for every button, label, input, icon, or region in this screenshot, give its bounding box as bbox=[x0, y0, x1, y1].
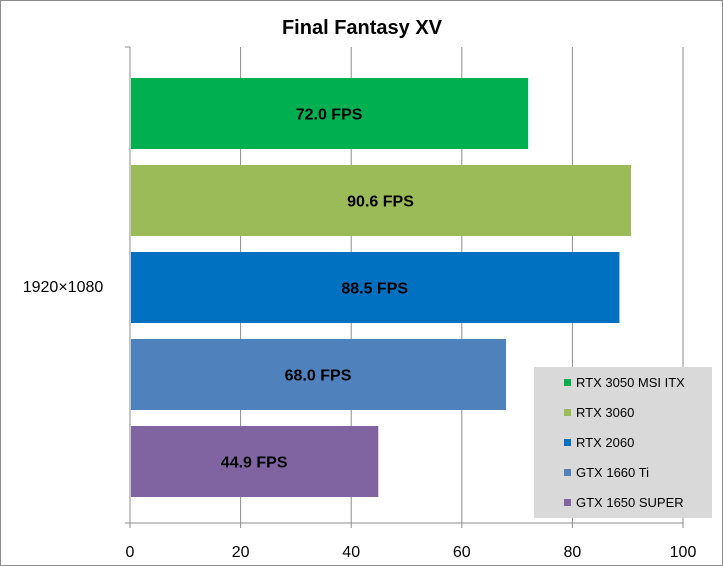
legend-label: RTX 3060 bbox=[576, 405, 634, 420]
axes: 0 20 40 60 80 100 bbox=[125, 46, 697, 561]
bar-4 bbox=[131, 426, 379, 497]
x-tick-label: 40 bbox=[342, 544, 360, 561]
x-tick-label: 80 bbox=[564, 544, 582, 561]
data-label: 90.6 FPS bbox=[347, 194, 414, 211]
legend-swatch bbox=[564, 409, 571, 416]
data-label: 68.0 FPS bbox=[285, 368, 352, 385]
bar-3 bbox=[131, 339, 507, 410]
data-label: 44.9 FPS bbox=[221, 455, 288, 472]
x-tick-label: 100 bbox=[670, 544, 697, 561]
bar-1 bbox=[131, 165, 632, 236]
chart-title: Final Fantasy XV bbox=[282, 17, 443, 39]
legend-swatch bbox=[564, 439, 571, 446]
data-label: 88.5 FPS bbox=[341, 281, 408, 298]
bar-2 bbox=[131, 252, 620, 323]
legend-swatch bbox=[564, 379, 571, 386]
x-tick-label: 0 bbox=[126, 544, 135, 561]
x-tick-label: 60 bbox=[453, 544, 471, 561]
bar-0 bbox=[131, 78, 529, 149]
legend-label: RTX 3050 MSI ITX bbox=[576, 375, 685, 390]
legend-label: GTX 1650 SUPER bbox=[576, 495, 684, 510]
legend: RTX 3050 MSI ITX RTX 3060 RTX 2060 GTX 1660… bbox=[534, 367, 712, 518]
x-tick-label: 20 bbox=[232, 544, 250, 561]
data-label: 72.0 FPS bbox=[296, 107, 363, 124]
legend-swatch bbox=[564, 499, 571, 506]
legend-label: GTX 1660 Ti bbox=[576, 465, 649, 480]
legend-box bbox=[534, 367, 712, 518]
category-label: 1920×1080 bbox=[23, 279, 104, 296]
legend-label: RTX 2060 bbox=[576, 435, 634, 450]
legend-swatch bbox=[564, 469, 571, 476]
bars bbox=[131, 78, 632, 497]
data-labels: 72.0 FPS 90.6 FPS 88.5 FPS 68.0 FPS 44.9 FPS bbox=[221, 107, 414, 472]
